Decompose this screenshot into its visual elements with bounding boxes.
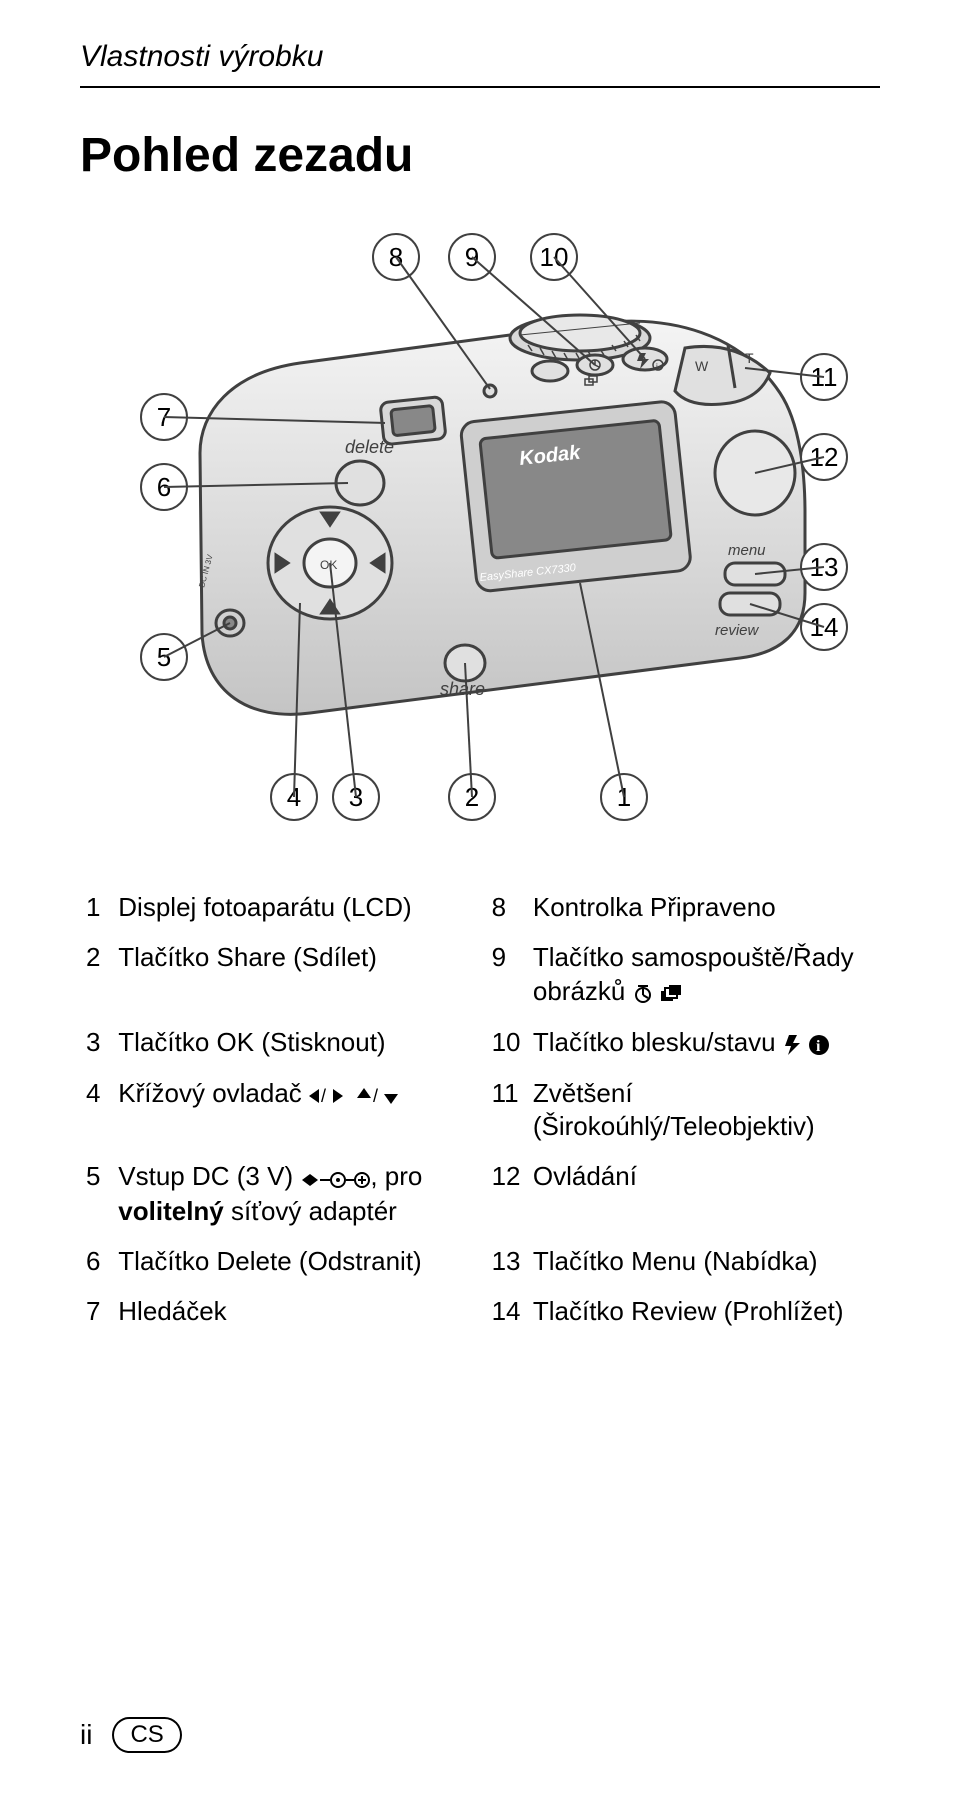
legend-num: 9 — [486, 933, 527, 1018]
legend-desc: Displej fotoaparátu (LCD) — [112, 883, 485, 933]
legend-desc: Tlačítko samospouště/Řady obrázků — [527, 933, 880, 1018]
header-title: Vlastnosti výrobku — [80, 40, 880, 74]
callout-line-11 — [745, 368, 826, 379]
svg-text:i: i — [816, 1038, 821, 1055]
legend-num: 8 — [486, 883, 527, 933]
footer: ii CS — [80, 1717, 880, 1753]
legend-desc: Tlačítko Delete (Odstranit) — [112, 1237, 485, 1287]
page-number: ii — [80, 1719, 92, 1751]
legend-num: 1 — [80, 883, 112, 933]
dpad-icon: / / — [309, 1078, 399, 1112]
legend-num: 3 — [80, 1018, 112, 1069]
legend-num: 12 — [486, 1152, 527, 1237]
legend-num: 13 — [486, 1237, 527, 1287]
legend-num: 2 — [80, 933, 112, 1018]
dc-plug-icon — [300, 1161, 370, 1195]
flash-icon: i — [783, 1027, 833, 1061]
legend-num: 11 — [486, 1069, 527, 1153]
section-title: Pohled zezadu — [80, 128, 880, 183]
callout-line-12 — [755, 457, 826, 475]
legend-desc: Hledáček — [112, 1287, 485, 1337]
svg-text:i: i — [656, 362, 658, 371]
lang-badge: CS — [112, 1717, 181, 1753]
legend-desc: Tlačítko Menu (Nabídka) — [527, 1237, 880, 1287]
legend-num: 10 — [486, 1018, 527, 1069]
callout-line-3 — [330, 563, 358, 799]
callout-line-4 — [294, 603, 302, 799]
camera-diagram: delete share menu review Kodak EasyShare… — [80, 213, 880, 833]
callout-line-14 — [750, 604, 826, 629]
timer-icon — [633, 976, 687, 1010]
legend-num: 4 — [80, 1069, 112, 1153]
legend-desc: Tlačítko Review (Prohlížet) — [527, 1287, 880, 1337]
legend-desc: Tlačítko OK (Stisknout) — [112, 1018, 485, 1069]
callout-line-6 — [164, 483, 350, 489]
legend-desc: Zvětšení (Širokoúhlý/Teleobjektiv) — [527, 1069, 880, 1153]
legend-num: 14 — [486, 1287, 527, 1337]
svg-text:share: share — [440, 679, 485, 699]
callout-line-7 — [164, 417, 387, 425]
legend-desc: Kontrolka Připraveno — [527, 883, 880, 933]
svg-text:/: / — [321, 1086, 326, 1106]
svg-text:/: / — [373, 1086, 378, 1106]
svg-text:T: T — [745, 350, 754, 366]
legend-desc: Tlačítko blesku/stavu i — [527, 1018, 880, 1069]
callout-line-1 — [580, 583, 626, 799]
legend-desc: Ovládání — [527, 1152, 880, 1237]
svg-text:delete: delete — [345, 437, 394, 457]
legend-num: 6 — [80, 1237, 112, 1287]
callout-line-13 — [755, 567, 826, 576]
legend-desc: Vstup DC (3 V) , pro volitelný síťový ad… — [112, 1152, 485, 1237]
callout-line-2 — [465, 663, 474, 799]
svg-text:W: W — [695, 358, 709, 374]
svg-text:menu: menu — [728, 542, 766, 559]
callout-line-10 — [554, 257, 647, 361]
callout-line-5 — [164, 623, 232, 659]
legend-num: 5 — [80, 1152, 112, 1237]
header-rule — [80, 86, 880, 88]
legend-desc: Tlačítko Share (Sdílet) — [112, 933, 485, 1018]
legend-num: 7 — [80, 1287, 112, 1337]
legend-desc: Křížový ovladač / / — [112, 1069, 485, 1153]
legend-table: 1Displej fotoaparátu (LCD)8Kontrolka Při… — [80, 883, 880, 1337]
